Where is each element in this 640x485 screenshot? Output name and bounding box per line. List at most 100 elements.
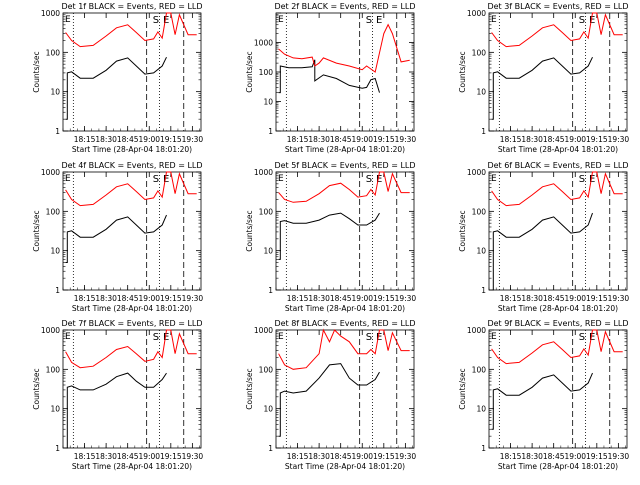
x-tick-label: 19:30 [608, 135, 630, 144]
plot-frame [62, 12, 202, 132]
x-tick-label: 18:45 [543, 135, 565, 144]
y-tick-label: 10 [476, 88, 486, 97]
x-tick-label: 19:15 [586, 135, 608, 144]
marker-label: E [163, 332, 169, 343]
x-tick-label: 18:30 [95, 294, 117, 303]
series-line [278, 23, 410, 73]
y-tick-label: 1000 [254, 39, 273, 48]
y-tick-label: 1000 [254, 168, 273, 177]
y-tick-label: 1000 [41, 9, 60, 18]
x-tick-label: 18:45 [117, 452, 139, 461]
marker-label: S [153, 15, 159, 26]
y-tick-label: 1000 [254, 326, 273, 335]
x-tick-label: 18:15 [287, 294, 309, 303]
x-tick-label: 18:30 [308, 294, 330, 303]
chart-panel: Det 5f BLACK = Events, RED = LLD 1 10 100 10… [245, 161, 416, 313]
series-line [491, 171, 623, 207]
marker-label: S [579, 174, 585, 185]
y-axis-label: Counts/sec [458, 210, 467, 251]
x-tick-label: 18:30 [308, 135, 330, 144]
marker-label: E [376, 15, 382, 26]
marker-label: S [579, 15, 585, 26]
x-tick-label: 18:30 [521, 294, 543, 303]
y-tick-label: 10 [50, 88, 60, 97]
chart-panel: Det 6f BLACK = Events, RED = LLD 1 10 100 10… [458, 161, 629, 313]
x-axis-label: Start Time (28-Apr-04 18:01:20) [285, 462, 405, 471]
chart-title: Det 8f BLACK = Events, RED = LLD [274, 319, 415, 328]
y-tick-label: 10 [50, 247, 60, 256]
marker-label: E [491, 174, 497, 184]
x-tick-label: 19:15 [373, 452, 395, 461]
x-tick-label: 18:45 [543, 452, 565, 461]
marker-label: E [65, 332, 71, 342]
marker-label: E [65, 174, 71, 184]
marker-label: S [153, 332, 159, 343]
y-axis-label: Counts/sec [245, 210, 254, 251]
y-tick-label: 1 [55, 127, 60, 136]
y-tick-label: 10 [263, 405, 273, 414]
x-tick-label: 18:45 [543, 294, 565, 303]
series-line [491, 372, 593, 430]
plot-frame [488, 329, 628, 449]
y-tick-label: 1000 [41, 168, 60, 177]
x-axis-label: Start Time (28-Apr-04 18:01:20) [498, 462, 618, 471]
x-tick-label: 18:30 [521, 135, 543, 144]
x-tick-label: 19:30 [182, 294, 204, 303]
y-tick-label: 1 [55, 286, 60, 295]
chart-panel: Det 1f BLACK = Events, RED = LLD 1 10 100 10… [32, 2, 203, 154]
series-line [491, 212, 593, 291]
y-tick-label: 100 [259, 365, 274, 374]
x-tick-label: 19:30 [395, 135, 417, 144]
x-tick-label: 19:30 [182, 452, 204, 461]
x-tick-label: 19:15 [373, 135, 395, 144]
y-tick-label: 10 [476, 405, 486, 414]
marker-label: E [278, 174, 284, 184]
chart-panel: Det 9f BLACK = Events, RED = LLD 1 10 100 10… [458, 319, 629, 471]
y-tick-label: 1000 [467, 326, 486, 335]
chart-title: Det 7f BLACK = Events, RED = LLD [61, 319, 202, 328]
y-tick-label: 100 [472, 48, 487, 57]
chart-panel: Det 4f BLACK = Events, RED = LLD 1 10 100 10… [32, 161, 203, 313]
x-tick-label: 18:45 [330, 294, 352, 303]
marker-label: E [589, 15, 595, 26]
x-axis-label: Start Time (28-Apr-04 18:01:20) [72, 145, 192, 154]
x-axis-label: Start Time (28-Apr-04 18:01:20) [498, 145, 618, 154]
series-line [278, 171, 410, 203]
x-tick-label: 19:00 [351, 135, 373, 144]
chart-title: Det 9f BLACK = Events, RED = LLD [487, 319, 628, 328]
y-tick-label: 100 [46, 48, 61, 57]
x-tick-label: 19:15 [373, 294, 395, 303]
series-line [491, 12, 623, 48]
marker-label: E [376, 174, 382, 185]
y-axis-label: Counts/sec [32, 368, 41, 409]
plot-frame [488, 12, 628, 132]
y-axis-label: Counts/sec [458, 368, 467, 409]
x-tick-label: 19:00 [564, 452, 586, 461]
y-tick-label: 1 [481, 444, 486, 453]
chart-panel: Det 8f BLACK = Events, RED = LLD 1 10 100 10… [245, 319, 416, 471]
x-tick-label: 19:00 [564, 294, 586, 303]
x-tick-label: 18:45 [330, 452, 352, 461]
chart-panel: Det 2f BLACK = Events, RED = LLD 1 10 100 10… [245, 2, 416, 154]
plot-frame [275, 171, 415, 291]
marker-label: S [153, 174, 159, 185]
x-tick-label: 19:30 [395, 294, 417, 303]
x-tick-label: 18:15 [500, 294, 522, 303]
marker-label: E [491, 332, 497, 342]
series-line [65, 56, 167, 120]
x-tick-label: 18:15 [287, 135, 309, 144]
x-axis-label: Start Time (28-Apr-04 18:01:20) [498, 304, 618, 313]
marker-label: S [366, 15, 372, 26]
y-tick-label: 100 [46, 365, 61, 374]
series-line [65, 214, 167, 263]
x-tick-label: 19:00 [138, 294, 160, 303]
x-tick-label: 18:15 [500, 135, 522, 144]
x-tick-label: 19:00 [351, 452, 373, 461]
y-tick-label: 100 [472, 207, 487, 216]
x-tick-label: 19:15 [160, 135, 182, 144]
chart-panel: Det 3f BLACK = Events, RED = LLD 1 10 100 10… [458, 2, 629, 154]
x-tick-label: 18:30 [95, 135, 117, 144]
x-tick-label: 19:30 [395, 452, 417, 461]
plot-frame [62, 329, 202, 449]
